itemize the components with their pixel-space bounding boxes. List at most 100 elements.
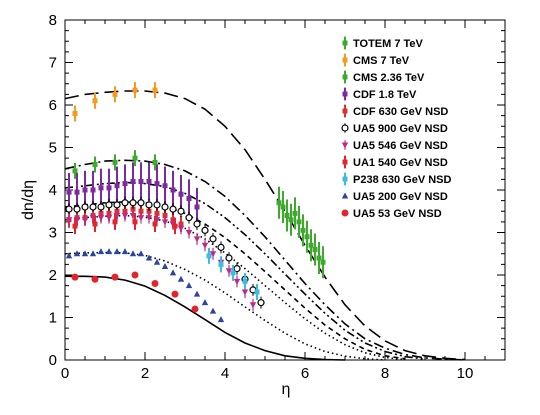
x-tick-label: 0	[61, 365, 69, 382]
point-cdf-1-8-tev	[154, 181, 160, 187]
point-cdf-1-8-tev	[82, 187, 88, 193]
point-cdf-1-8-tev	[98, 185, 104, 191]
point-ua5-200-gev-nsd	[193, 290, 201, 297]
point-ua5-53-gev-nsd	[151, 280, 159, 287]
point-ua1-540-gev-nsd	[132, 219, 138, 225]
point-ua5-546-gev-nsd	[97, 215, 105, 222]
point-cms-2-36-tev	[132, 155, 138, 161]
point-cms-7-tev	[72, 111, 78, 116]
model-curve	[64, 90, 466, 361]
legend-label: UA5 53 GeV NSD	[353, 208, 442, 220]
point-ua5-200-gev-nsd	[161, 263, 169, 269]
point-ua5-900-gev-nsd	[137, 199, 145, 207]
point-totem-7-tev	[296, 219, 302, 225]
point-cdf-1-8-tev	[130, 179, 136, 184]
y-tick-label: 7	[49, 55, 57, 72]
point-ua1-540-gev-nsd	[152, 221, 158, 227]
legend-marker-p238-630-gev-nsd	[342, 176, 348, 182]
legend-marker-ua5-200-gev-nsd	[341, 192, 349, 199]
point-cdf-1-8-tev	[178, 191, 184, 197]
point-ua5-200-gev-nsd	[105, 248, 113, 255]
point-cms-2-36-tev	[92, 162, 98, 167]
point-ua5-200-gev-nsd	[145, 254, 153, 261]
legend-marker-ua1-540-gev-nsd	[342, 159, 348, 165]
point-ua1-540-gev-nsd	[72, 223, 78, 229]
point-cms-7-tev	[92, 98, 98, 104]
point-cdf-1-8-tev	[114, 183, 120, 189]
point-ua5-900-gev-nsd	[209, 235, 217, 243]
y-tick-label: 3	[49, 225, 57, 242]
point-cdf-1-8-tev	[66, 189, 72, 195]
y-tick-label: 0	[49, 352, 57, 369]
point-ua5-900-gev-nsd	[257, 299, 265, 307]
x-tick-label: 10	[457, 365, 474, 382]
point-ua5-546-gev-nsd	[249, 302, 257, 309]
point-cdf-1-8-tev	[138, 179, 144, 184]
point-ua5-200-gev-nsd	[129, 250, 137, 257]
point-ua5-53-gev-nsd	[91, 275, 99, 283]
point-ua5-53-gev-nsd	[111, 273, 119, 281]
point-cdf-630-gev-nsd	[146, 208, 152, 214]
point-ua5-200-gev-nsd	[89, 250, 97, 257]
point-cdf-1-8-tev	[106, 185, 112, 191]
model-curve	[64, 159, 466, 361]
point-p238-630-gev-nsd	[254, 289, 260, 295]
point-ua5-546-gev-nsd	[81, 217, 89, 224]
point-cdf-630-gev-nsd	[138, 208, 144, 214]
point-ua5-900-gev-nsd	[225, 254, 233, 262]
legend-label: P238 630 GeV NSD	[353, 174, 452, 186]
model-curve	[64, 251, 386, 361]
legend-label: TOTEM 7 TeV	[353, 38, 424, 50]
legend-label: CDF 1.8 TeV	[353, 89, 417, 101]
point-ua5-546-gev-nsd	[161, 219, 169, 226]
y-tick-label: 6	[49, 97, 57, 114]
point-totem-7-tev	[292, 210, 298, 216]
point-ua5-900-gev-nsd	[169, 205, 177, 213]
point-ua5-546-gev-nsd	[65, 217, 73, 224]
point-ua5-200-gev-nsd	[97, 248, 105, 255]
point-p238-630-gev-nsd	[206, 253, 212, 259]
point-totem-7-tev	[284, 213, 290, 218]
point-cms-7-tev	[132, 87, 138, 93]
point-ua5-900-gev-nsd	[201, 226, 209, 234]
point-ua5-53-gev-nsd	[171, 290, 179, 298]
x-tick-label: 4	[221, 365, 229, 382]
point-ua5-53-gev-nsd	[131, 271, 139, 279]
point-ua1-540-gev-nsd	[172, 223, 178, 229]
point-ua5-900-gev-nsd	[97, 203, 105, 211]
point-totem-7-tev	[312, 247, 318, 252]
point-ua5-900-gev-nsd	[193, 220, 201, 228]
legend-marker-cms-2-36-tev	[342, 74, 348, 80]
point-ua5-546-gev-nsd	[241, 289, 249, 296]
point-ua5-900-gev-nsd	[153, 201, 161, 209]
point-ua5-200-gev-nsd	[177, 275, 185, 282]
y-axis-label: dn/dη	[20, 180, 37, 220]
plot-area-frame	[64, 19, 506, 361]
point-totem-7-tev	[308, 242, 314, 248]
axis-ticks	[64, 19, 506, 361]
point-cms-2-36-tev	[152, 159, 158, 165]
legend-marker-cms-7-tev	[342, 57, 348, 63]
point-ua5-200-gev-nsd	[169, 269, 177, 276]
point-ua5-200-gev-nsd	[121, 248, 129, 255]
data-points	[65, 82, 326, 323]
point-ua5-546-gev-nsd	[121, 213, 129, 219]
point-totem-7-tev	[276, 200, 282, 206]
point-ua5-546-gev-nsd	[145, 215, 153, 222]
point-cdf-1-8-tev	[170, 187, 176, 193]
point-p238-630-gev-nsd	[242, 278, 248, 284]
x-axis-label: η	[282, 381, 291, 398]
point-ua5-200-gev-nsd	[217, 316, 225, 323]
point-totem-7-tev	[288, 217, 294, 223]
point-ua5-200-gev-nsd	[113, 248, 121, 255]
point-ua1-540-gev-nsd	[92, 221, 98, 227]
point-ua5-546-gev-nsd	[233, 278, 241, 285]
point-ua5-900-gev-nsd	[73, 205, 81, 213]
point-ua5-900-gev-nsd	[145, 201, 153, 209]
y-tick-label: 8	[49, 12, 57, 29]
point-ua5-900-gev-nsd	[217, 243, 225, 251]
legend-label: UA1 540 GeV NSD	[353, 157, 448, 169]
legend-label: UA5 546 GeV NSD	[353, 140, 448, 152]
point-ua1-540-gev-nsd	[112, 219, 118, 225]
